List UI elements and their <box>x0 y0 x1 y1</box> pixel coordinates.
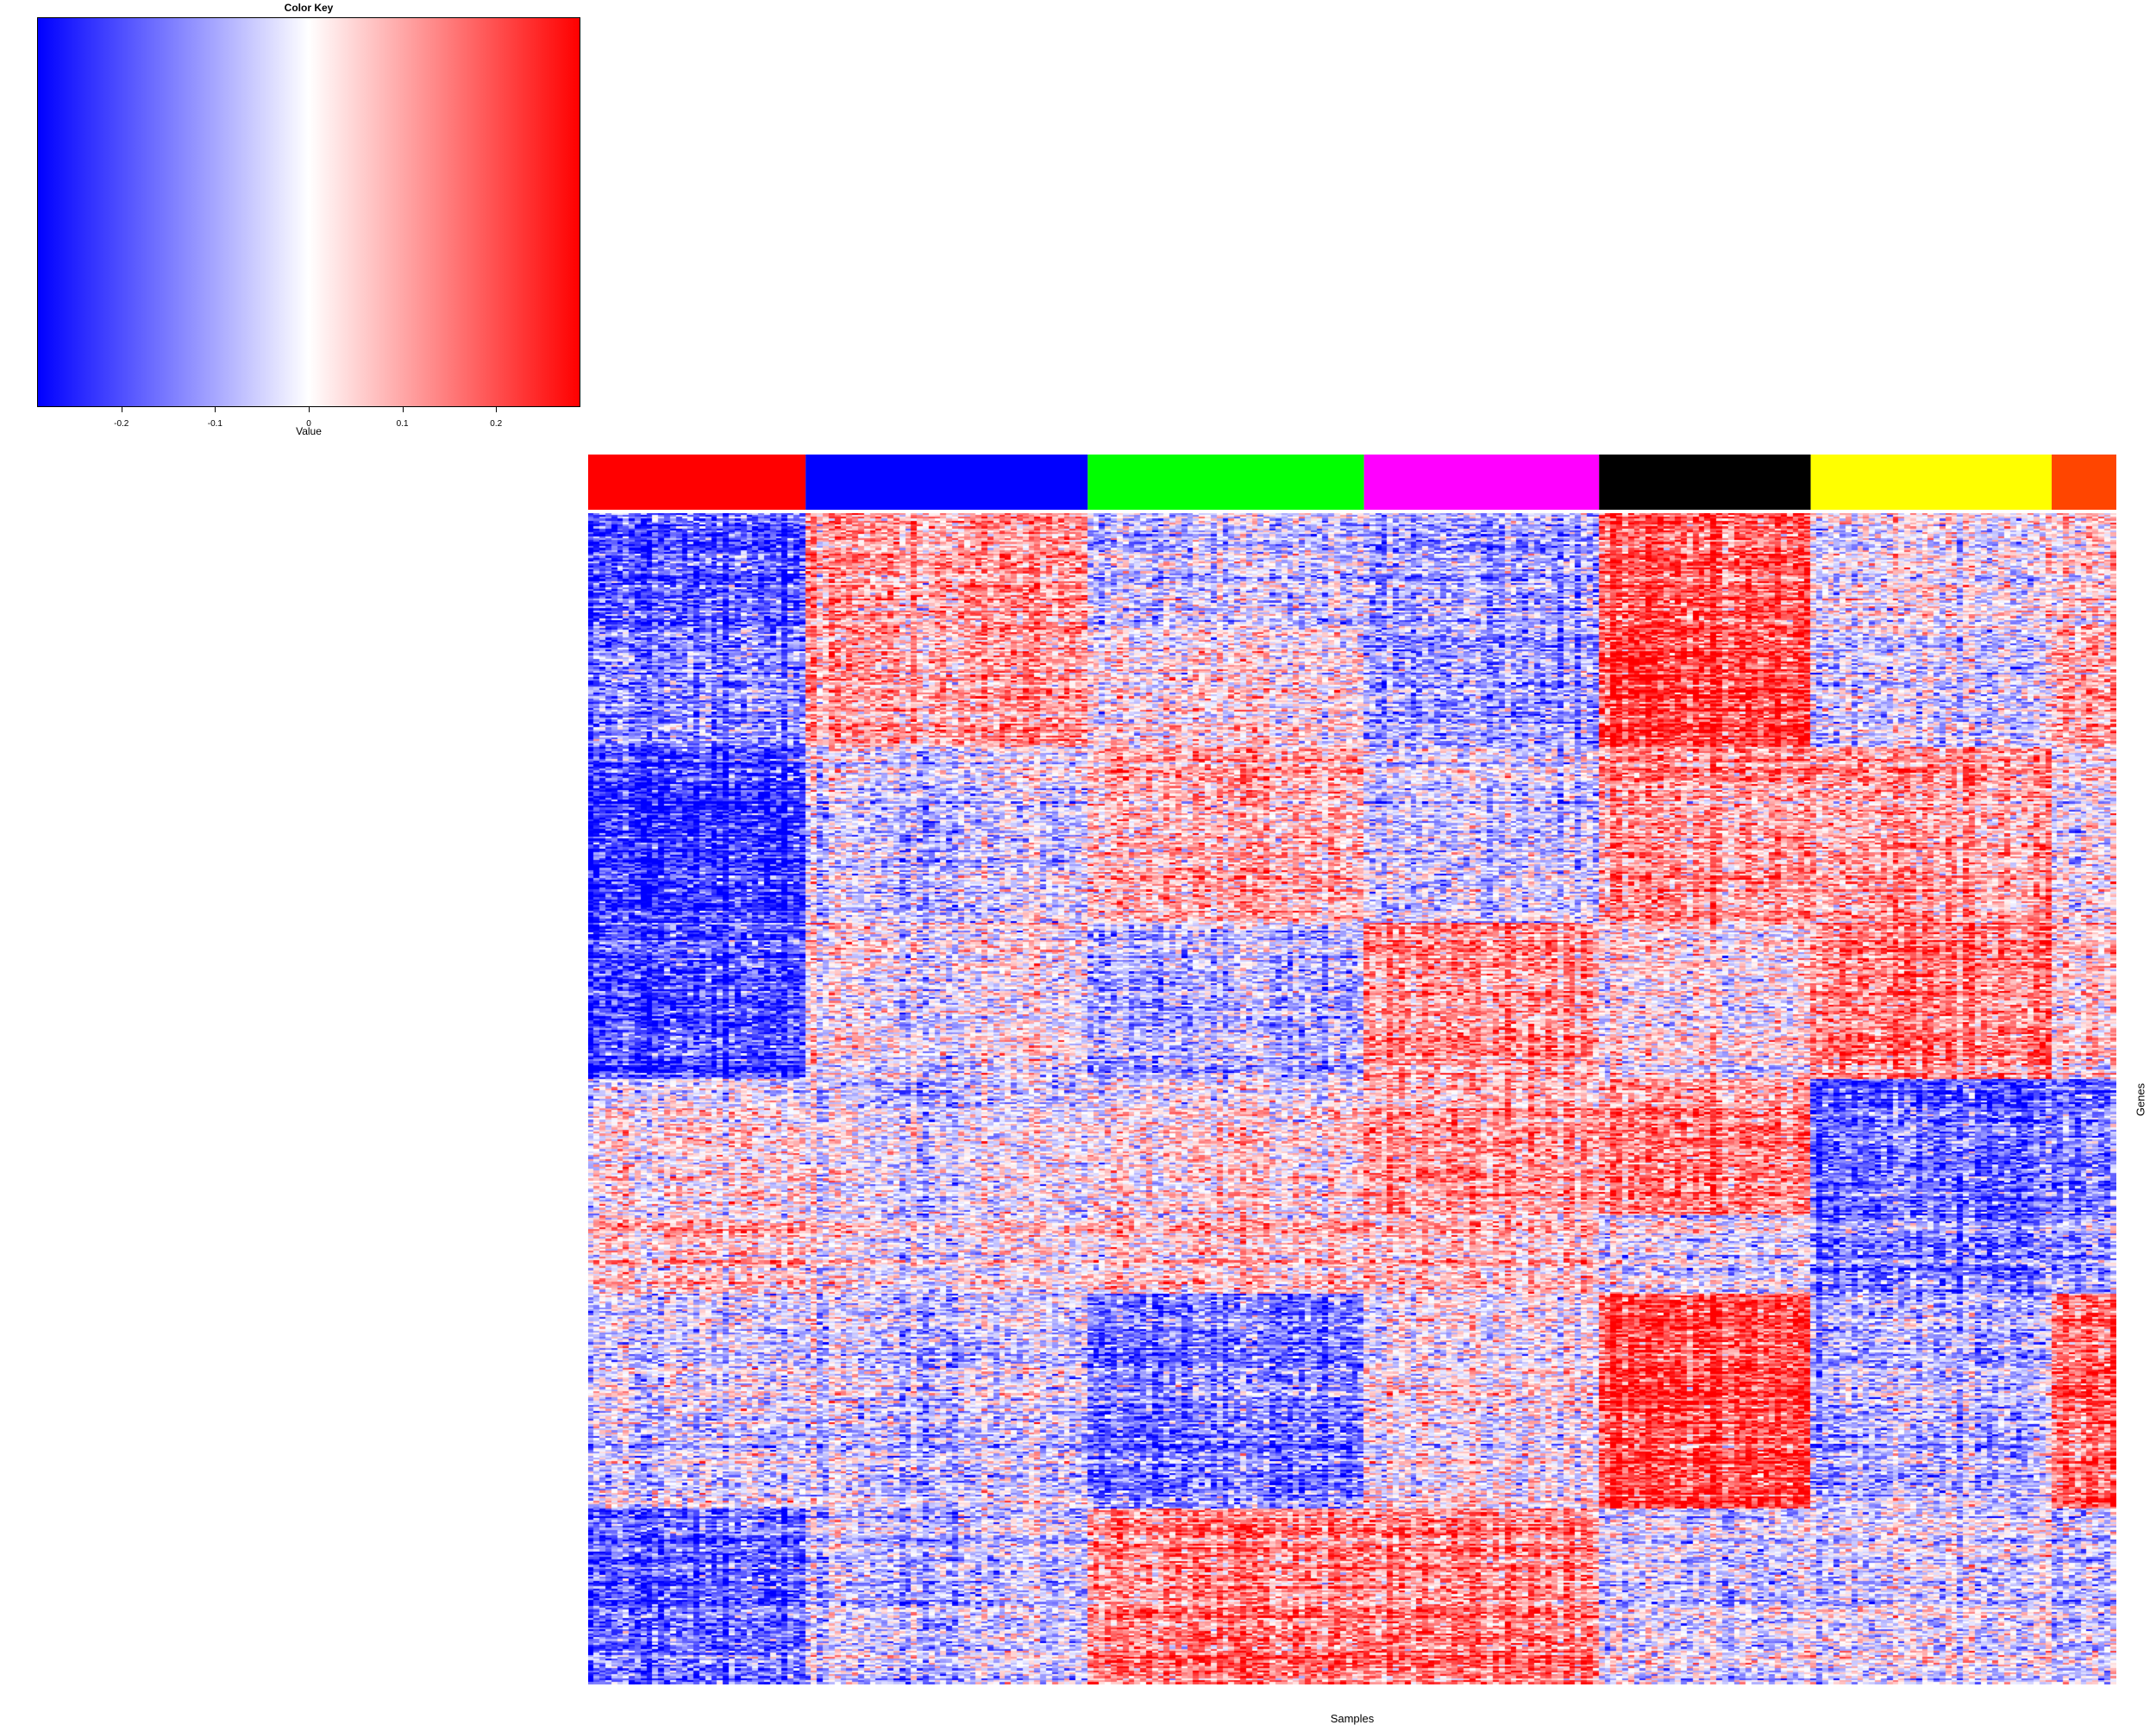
color-key-gradient <box>37 17 580 407</box>
sample-group-1 <box>588 455 806 510</box>
color-key-tick-label: 0.1 <box>396 419 409 429</box>
sample-group-6 <box>1810 455 2053 510</box>
sample-group-3 <box>1087 455 1364 510</box>
color-key-tick-label: -0.2 <box>114 419 129 429</box>
color-key-value-label: Value <box>296 425 322 437</box>
sample-group-colorbar <box>588 455 2116 510</box>
color-key-axis: -0.2 -0.1 0 0.1 0.2 <box>37 407 580 429</box>
color-key-tick <box>496 407 498 412</box>
color-key-tick-label: -0.1 <box>207 419 222 429</box>
color-key-tick <box>402 407 404 412</box>
color-key-tick-label: 0.2 <box>490 419 503 429</box>
color-key-tick <box>309 407 310 412</box>
heatmap-matrix <box>588 513 2116 1684</box>
sample-group-4 <box>1363 455 1600 510</box>
sample-group-2 <box>805 455 1088 510</box>
color-key-tick-label: 0 <box>306 419 311 429</box>
sample-group-5 <box>1599 455 1811 510</box>
color-key-tick <box>215 407 216 412</box>
color-key-title: Color Key <box>284 2 334 14</box>
y-axis-label: Genes <box>2134 1082 2147 1117</box>
x-axis-label: Samples <box>1330 1712 1375 1725</box>
sample-group-7 <box>2052 455 2116 510</box>
